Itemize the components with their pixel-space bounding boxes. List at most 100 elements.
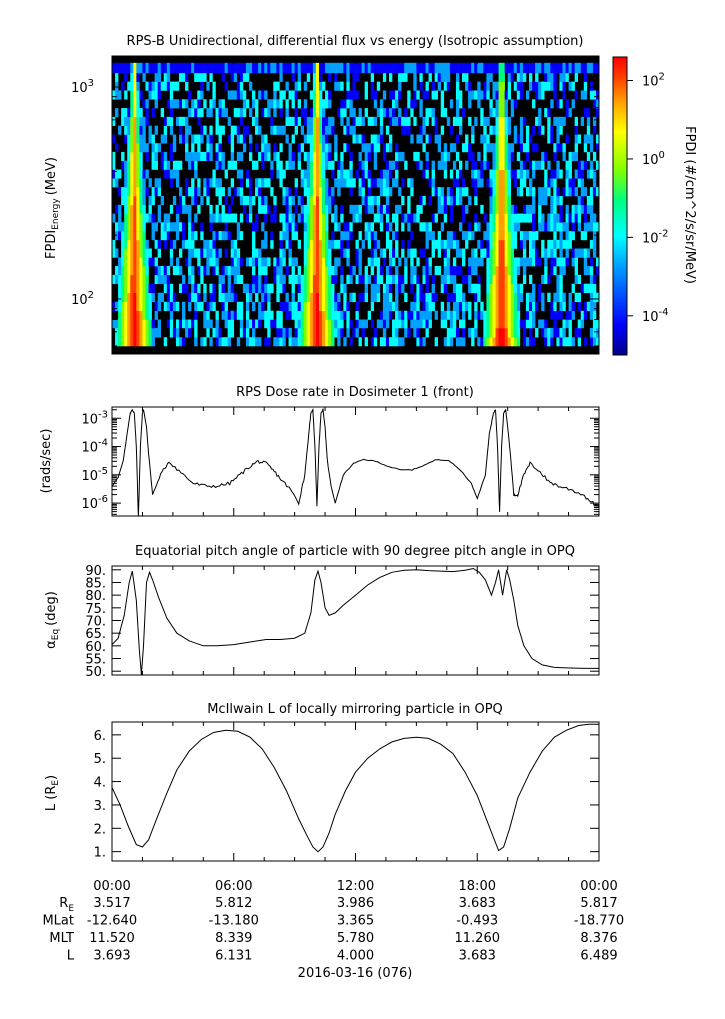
spectrogram-cell bbox=[404, 160, 408, 170]
spectrogram-cell bbox=[370, 283, 375, 294]
spectrogram-cell bbox=[489, 310, 493, 320]
spectrogram-cell bbox=[242, 108, 247, 118]
spectrogram-cell bbox=[279, 99, 283, 109]
spectrogram-cell bbox=[452, 160, 457, 170]
spectrogram-cell bbox=[121, 239, 125, 249]
spectrogram-cell bbox=[258, 125, 262, 135]
spectrogram-cell bbox=[127, 125, 131, 135]
spectrogram-cell bbox=[209, 319, 213, 329]
spectrogram-cell bbox=[535, 248, 539, 258]
spectrogram-cell bbox=[288, 187, 292, 197]
spectrogram-cell bbox=[127, 62, 131, 74]
spectrogram-cell bbox=[224, 222, 228, 232]
spectrogram-cell bbox=[516, 283, 521, 294]
spectrogram-cell bbox=[458, 222, 463, 232]
spectrogram-cell bbox=[416, 310, 420, 320]
spectrogram-cell bbox=[160, 222, 165, 232]
spectrogram-cell bbox=[175, 81, 180, 91]
spectrogram-cell bbox=[130, 292, 134, 303]
spectrogram-cell bbox=[352, 72, 356, 82]
spectrogram-cell bbox=[303, 301, 308, 312]
spectrogram-cell bbox=[154, 99, 158, 109]
spectrogram-cell bbox=[425, 108, 429, 118]
spectrogram-cell bbox=[370, 292, 375, 303]
spectrogram-cell bbox=[392, 213, 396, 223]
spectrogram-cell bbox=[239, 231, 244, 241]
spectrogram-cell bbox=[227, 327, 231, 338]
spectrogram-cell bbox=[395, 301, 399, 312]
spectrogram-cell bbox=[139, 301, 143, 312]
spectrogram-cell bbox=[376, 62, 381, 74]
spectrogram-cell bbox=[267, 151, 271, 161]
spectrogram-cell bbox=[133, 90, 137, 100]
spectrogram-cell bbox=[127, 204, 131, 214]
spectrogram-cell bbox=[471, 90, 475, 100]
spectrogram-cell bbox=[547, 187, 551, 197]
spectrogram-cell bbox=[215, 248, 219, 258]
spectrogram-cell bbox=[318, 169, 323, 179]
spectrogram-cell bbox=[480, 116, 484, 126]
spectrogram-cell bbox=[388, 292, 393, 303]
spectrogram-cell bbox=[538, 196, 542, 206]
spectrogram-cell bbox=[519, 257, 524, 267]
spectrogram-cell bbox=[340, 99, 344, 109]
spectrogram-cell bbox=[166, 81, 171, 91]
spectrogram-cell bbox=[404, 292, 408, 303]
spectrogram-cell bbox=[574, 257, 578, 267]
spectrogram-cell bbox=[267, 310, 271, 320]
spectrogram-cell bbox=[501, 160, 505, 170]
spectrogram-cell bbox=[112, 248, 116, 258]
spectrogram-cell bbox=[513, 274, 518, 285]
spectrogram-cell bbox=[188, 222, 192, 232]
spectrogram-cell bbox=[312, 143, 317, 153]
spectrogram-cell bbox=[194, 337, 198, 347]
spectrogram-cell bbox=[230, 134, 235, 144]
spectrogram-cell bbox=[477, 283, 481, 294]
spectrogram-cell bbox=[382, 248, 387, 258]
spectrogram-cell bbox=[483, 134, 487, 144]
spectrogram-cell bbox=[206, 266, 210, 276]
spectrogram-cell bbox=[188, 125, 192, 135]
spectrogram-cell bbox=[315, 222, 320, 232]
spectrogram-cell bbox=[483, 125, 487, 135]
spectrogram-cell bbox=[203, 310, 207, 320]
spectrogram-cell bbox=[118, 257, 122, 267]
spectrogram-cell bbox=[574, 143, 578, 153]
spectrogram-cell bbox=[580, 169, 585, 179]
spectrogram-cell bbox=[124, 239, 128, 249]
spectrogram-cell bbox=[315, 310, 320, 320]
spectrogram-cell bbox=[580, 196, 585, 206]
spectrogram-cell bbox=[532, 169, 536, 179]
spectrogram-cell bbox=[264, 231, 268, 241]
spectrogram-cell bbox=[379, 178, 384, 188]
spectrogram-cell bbox=[474, 213, 478, 223]
spectrogram-cell bbox=[373, 116, 378, 126]
pitch-ylabel-main: α bbox=[44, 640, 59, 649]
spectrogram-cell bbox=[480, 108, 484, 118]
spectrogram-cell bbox=[574, 292, 578, 303]
spectrogram-cell bbox=[498, 169, 502, 179]
spectrogram-cell bbox=[535, 62, 539, 74]
spectrogram-cell bbox=[431, 160, 435, 170]
spectrogram-cell bbox=[255, 283, 259, 294]
pitch-frame bbox=[111, 565, 600, 676]
spectrogram-cell bbox=[118, 187, 122, 197]
spectrogram-cell bbox=[236, 301, 241, 312]
spectrogram-cell bbox=[437, 187, 442, 197]
spectrogram-cell bbox=[303, 239, 308, 249]
spectrogram-cell bbox=[264, 90, 268, 100]
spectrogram-cell bbox=[337, 187, 341, 197]
spectrogram-cell bbox=[474, 178, 478, 188]
spectrogram-cell bbox=[197, 116, 201, 126]
spectrogram-cell bbox=[169, 108, 174, 118]
spectrogram-cell bbox=[544, 337, 548, 347]
spectrogram-cell bbox=[437, 134, 442, 144]
spectrogram-cell bbox=[133, 319, 137, 329]
spectrogram-cell bbox=[410, 134, 414, 144]
spectrogram-cell bbox=[154, 257, 158, 267]
spectrogram-cell bbox=[589, 143, 594, 153]
ephemeris-value: 3.683 bbox=[459, 896, 496, 911]
spectrogram-cell bbox=[541, 187, 545, 197]
spectrogram-cell bbox=[188, 231, 192, 241]
spectrogram-cell bbox=[565, 169, 569, 179]
